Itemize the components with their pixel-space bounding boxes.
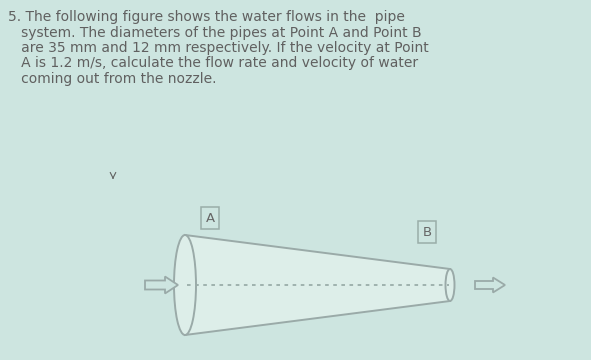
Text: A is 1.2 m/s, calculate the flow rate and velocity of water: A is 1.2 m/s, calculate the flow rate an… xyxy=(8,57,418,71)
Text: B: B xyxy=(423,225,431,238)
Polygon shape xyxy=(145,276,178,293)
Text: coming out from the nozzle.: coming out from the nozzle. xyxy=(8,72,216,86)
Text: are 35 mm and 12 mm respectively. If the velocity at Point: are 35 mm and 12 mm respectively. If the… xyxy=(8,41,428,55)
Text: system. The diameters of the pipes at Point A and Point B: system. The diameters of the pipes at Po… xyxy=(8,26,421,40)
Polygon shape xyxy=(475,278,505,292)
Text: A: A xyxy=(206,211,215,225)
Ellipse shape xyxy=(174,235,196,335)
Polygon shape xyxy=(185,235,450,335)
Ellipse shape xyxy=(446,269,454,301)
Text: 5. The following figure shows the water flows in the  pipe: 5. The following figure shows the water … xyxy=(8,10,405,24)
